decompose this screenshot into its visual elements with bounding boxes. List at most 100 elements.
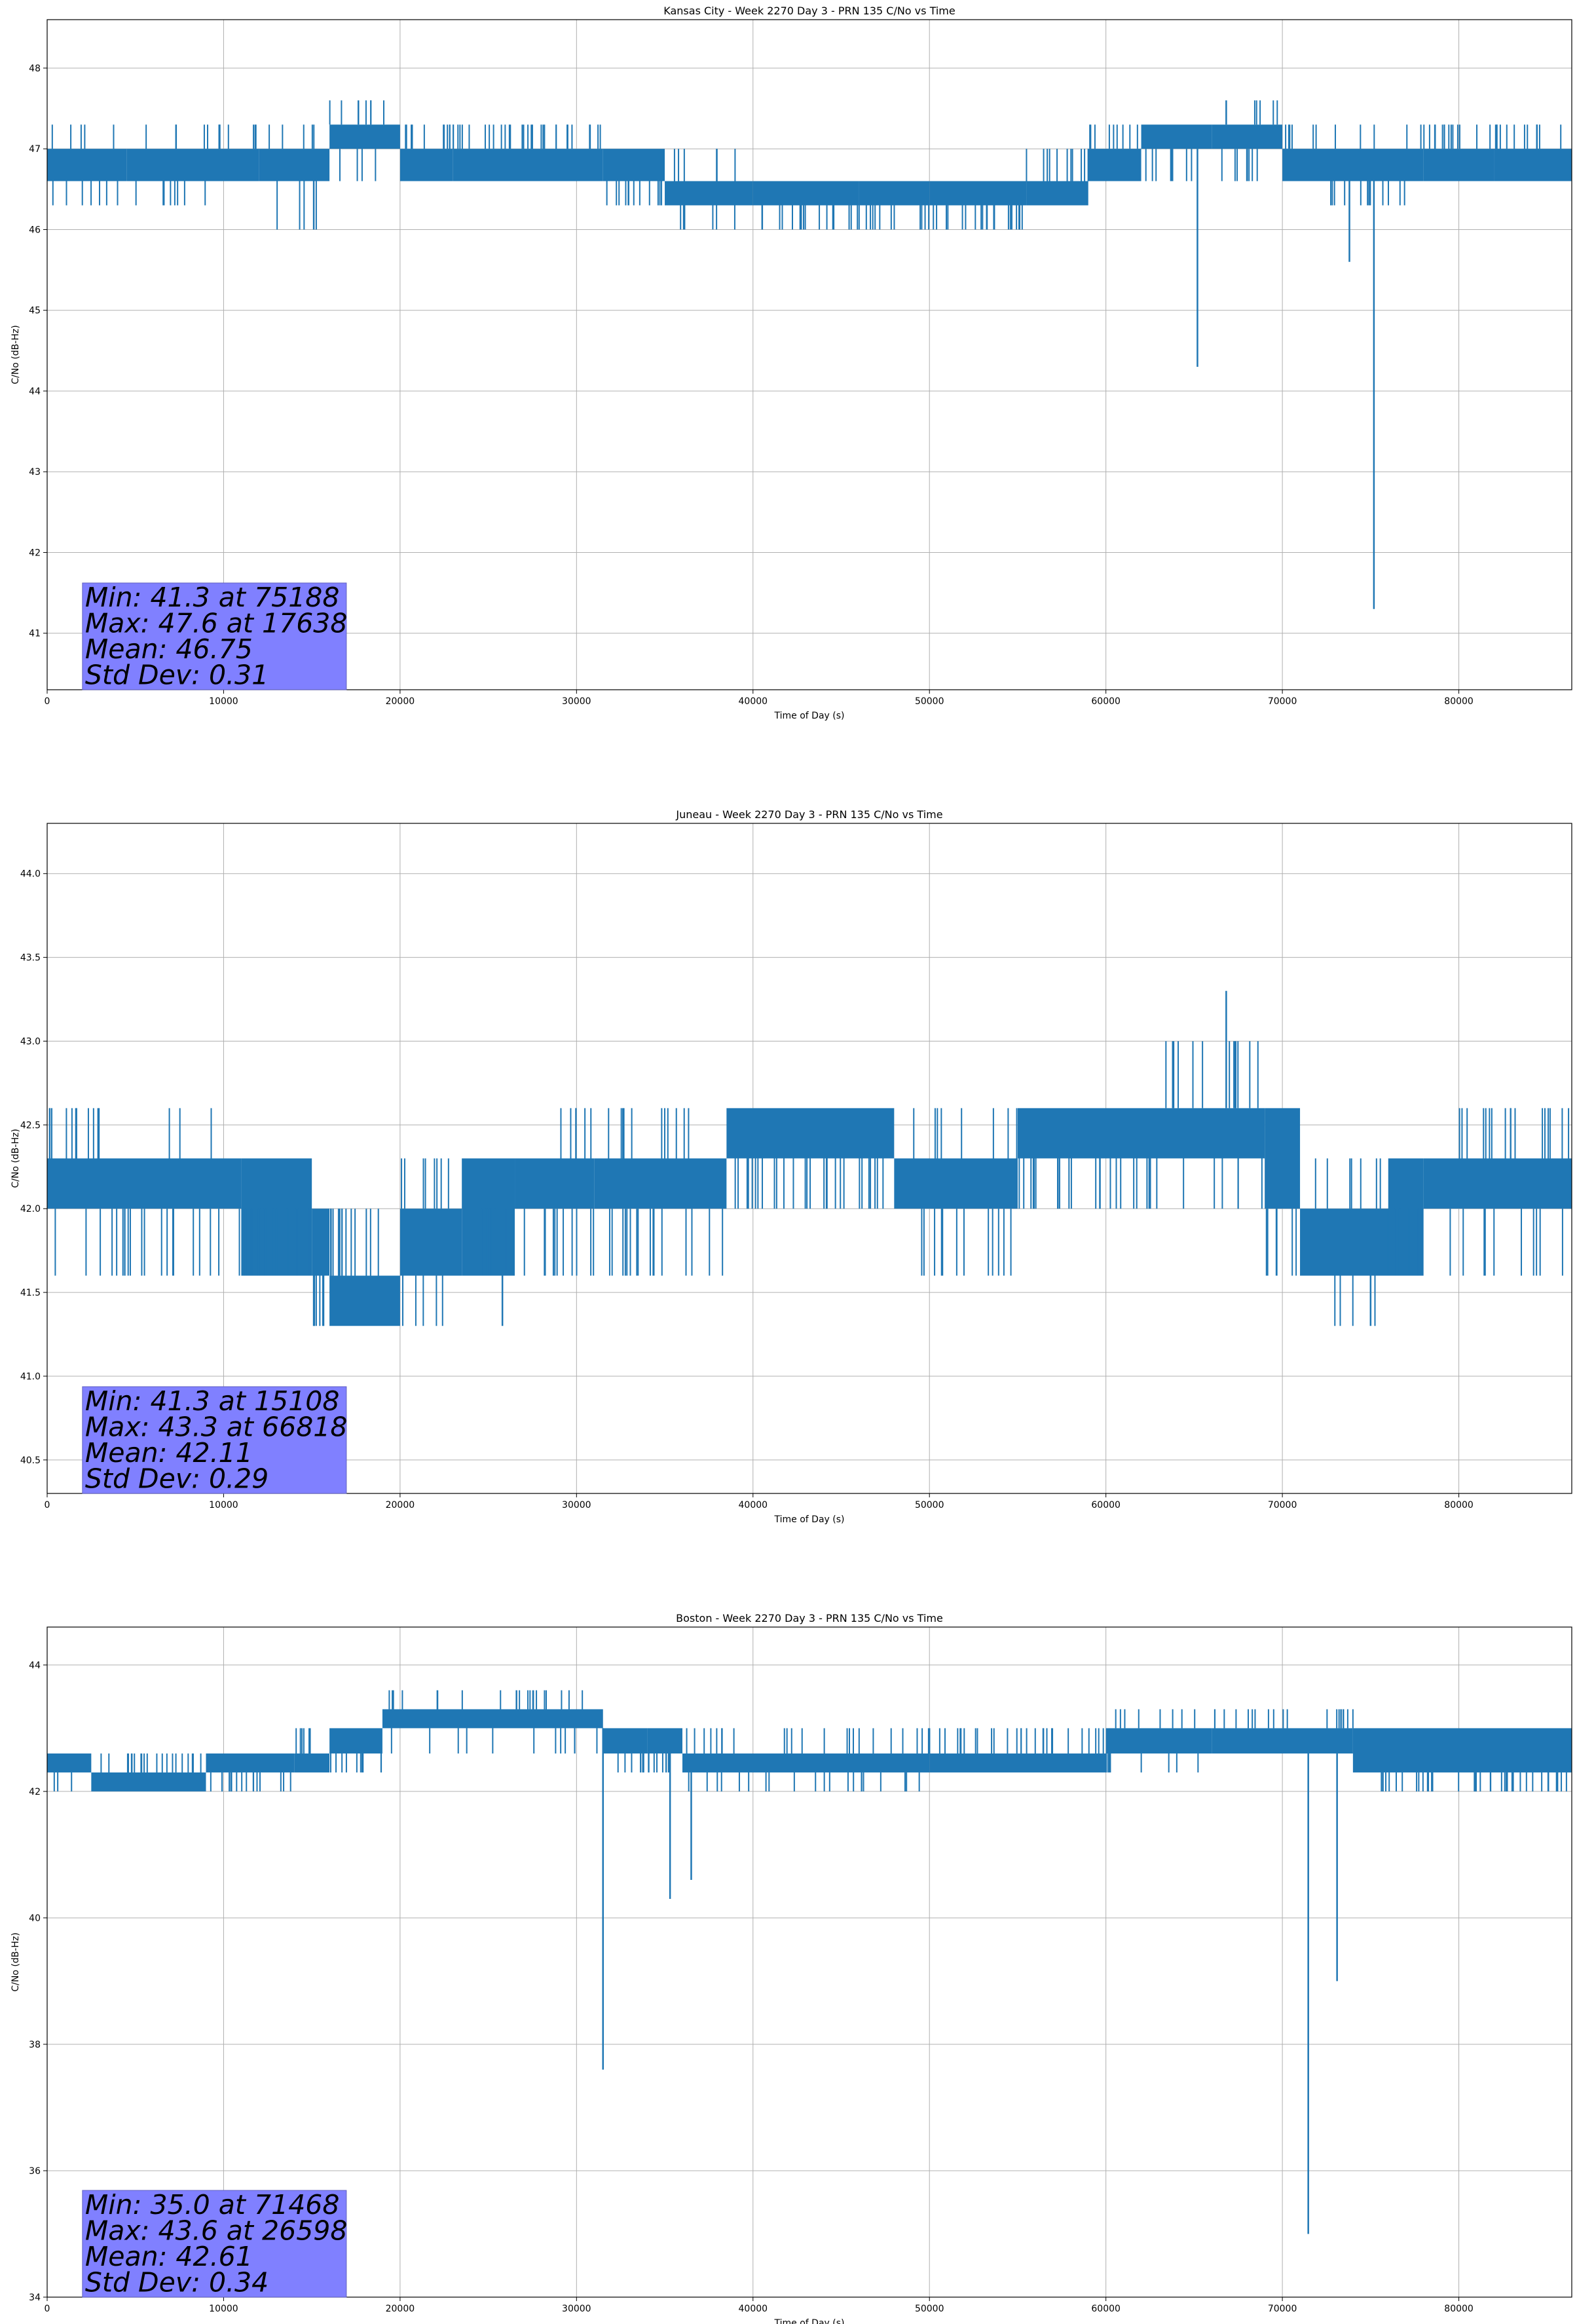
- y-tick-label: 40: [29, 1913, 41, 1924]
- chart-title: Kansas City - Week 2270 Day 3 - PRN 135 …: [663, 5, 955, 17]
- series-band: [1017, 1108, 1159, 1159]
- series-band: [294, 1753, 330, 1772]
- x-tick-label: 50000: [915, 2304, 944, 2314]
- chart-panel-0: Kansas City - Week 2270 Day 3 - PRN 135 …: [10, 5, 1572, 721]
- series-band: [312, 1209, 330, 1276]
- y-tick-label: 42: [29, 1787, 41, 1797]
- series-band: [47, 149, 127, 181]
- x-tick-label: 80000: [1444, 2304, 1474, 2314]
- series-band: [1423, 149, 1494, 181]
- series-band: [1212, 124, 1283, 149]
- series-band: [594, 1158, 727, 1209]
- x-tick-label: 0: [45, 1500, 50, 1510]
- series-line: [47, 100, 1572, 609]
- x-tick-label: 70000: [1268, 2304, 1297, 2314]
- series-line: [47, 990, 1572, 1326]
- y-tick-label: 47: [29, 144, 41, 155]
- series-band: [206, 149, 259, 181]
- chart-title: Juneau - Week 2270 Day 3 - PRN 135 C/No …: [675, 808, 942, 821]
- x-axis-label: Time of Day (s): [774, 2318, 845, 2324]
- series-band: [453, 149, 603, 181]
- series-band: [1265, 1108, 1301, 1209]
- x-tick-label: 10000: [209, 696, 238, 707]
- series-band: [929, 1753, 1106, 1772]
- series-band: [752, 181, 859, 206]
- series-band: [126, 149, 206, 181]
- series-band: [206, 1753, 295, 1772]
- y-tick-label: 36: [29, 2166, 41, 2177]
- chart-panel-1: Juneau - Week 2270 Day 3 - PRN 135 C/No …: [10, 808, 1572, 1525]
- series-band: [1423, 1158, 1572, 1209]
- x-tick-label: 50000: [915, 1500, 944, 1510]
- stats-mean: Mean: 46.75: [85, 633, 253, 665]
- x-tick-label: 70000: [1268, 696, 1297, 707]
- stats-box: [82, 2190, 347, 2298]
- x-tick-label: 40000: [739, 1500, 768, 1510]
- series-band: [1212, 1728, 1353, 1754]
- y-tick-label: 46: [29, 225, 41, 235]
- stats-mean: Mean: 42.61: [85, 2241, 253, 2272]
- x-axis-label: Time of Day (s): [774, 1514, 845, 1525]
- series-line: [47, 1690, 1572, 2234]
- y-axis-label: C/No (dB-Hz): [10, 1129, 21, 1188]
- series-band: [515, 1158, 595, 1209]
- stats-mean: Mean: 42.11: [85, 1437, 253, 1469]
- series-band: [1494, 149, 1572, 181]
- x-tick-label: 30000: [562, 2304, 591, 2314]
- series-band: [399, 1209, 462, 1276]
- x-tick-label: 0: [45, 696, 50, 707]
- series-band: [329, 124, 400, 149]
- series-band: [1141, 124, 1212, 149]
- x-tick-label: 0: [45, 2304, 50, 2314]
- x-tick-label: 60000: [1091, 2304, 1121, 2314]
- y-tick-label: 43: [29, 467, 41, 478]
- series-band: [929, 181, 1027, 206]
- x-tick-label: 50000: [915, 696, 944, 707]
- y-tick-label: 41.0: [20, 1372, 41, 1382]
- stats-max: Max: 47.6 at 17638: [85, 608, 348, 639]
- series-band: [894, 1158, 1018, 1209]
- y-tick-label: 42.0: [20, 1204, 41, 1214]
- series-band: [382, 1709, 603, 1729]
- series-band: [329, 1275, 400, 1326]
- series-band: [1159, 1108, 1265, 1159]
- series-band: [665, 181, 753, 206]
- series-band: [1105, 1728, 1212, 1754]
- stats-box: [82, 1386, 347, 1494]
- x-tick-label: 10000: [209, 1500, 238, 1510]
- x-tick-label: 40000: [739, 696, 768, 707]
- stats-min: Min: 41.3 at 15108: [85, 1385, 340, 1417]
- y-tick-label: 43.0: [20, 1036, 41, 1047]
- chart-panel-2: Boston - Week 2270 Day 3 - PRN 135 C/No …: [10, 1612, 1572, 2324]
- y-tick-label: 48: [29, 64, 41, 74]
- series-band: [859, 181, 930, 206]
- stats-box: [82, 582, 347, 690]
- chart-title: Boston - Week 2270 Day 3 - PRN 135 C/No …: [676, 1612, 943, 1624]
- y-tick-label: 42.5: [20, 1120, 41, 1131]
- x-tick-label: 30000: [562, 696, 591, 707]
- x-tick-label: 10000: [209, 2304, 238, 2314]
- y-tick-label: 45: [29, 306, 41, 316]
- series-band: [1088, 149, 1141, 181]
- series-band: [682, 1753, 930, 1772]
- x-tick-label: 30000: [562, 1500, 591, 1510]
- y-tick-label: 38: [29, 2040, 41, 2050]
- series-band: [603, 149, 665, 181]
- y-axis-label: C/No (dB-Hz): [10, 1932, 21, 1991]
- series-band: [1300, 1209, 1388, 1276]
- series-band: [259, 149, 330, 181]
- stats-std: Std Dev: 0.29: [85, 1463, 269, 1495]
- y-tick-label: 43.5: [20, 953, 41, 964]
- y-tick-label: 41: [29, 629, 41, 639]
- stats-max: Max: 43.3 at 66818: [85, 1412, 348, 1443]
- series-band: [47, 1158, 242, 1209]
- plot-frame: [46, 19, 1572, 690]
- series-band: [726, 1108, 895, 1159]
- series-band: [1026, 181, 1088, 206]
- y-tick-label: 40.5: [20, 1455, 41, 1466]
- x-tick-label: 20000: [386, 2304, 415, 2314]
- y-tick-label: 44.0: [20, 869, 41, 880]
- x-tick-label: 60000: [1091, 1500, 1121, 1510]
- x-tick-label: 20000: [386, 1500, 415, 1510]
